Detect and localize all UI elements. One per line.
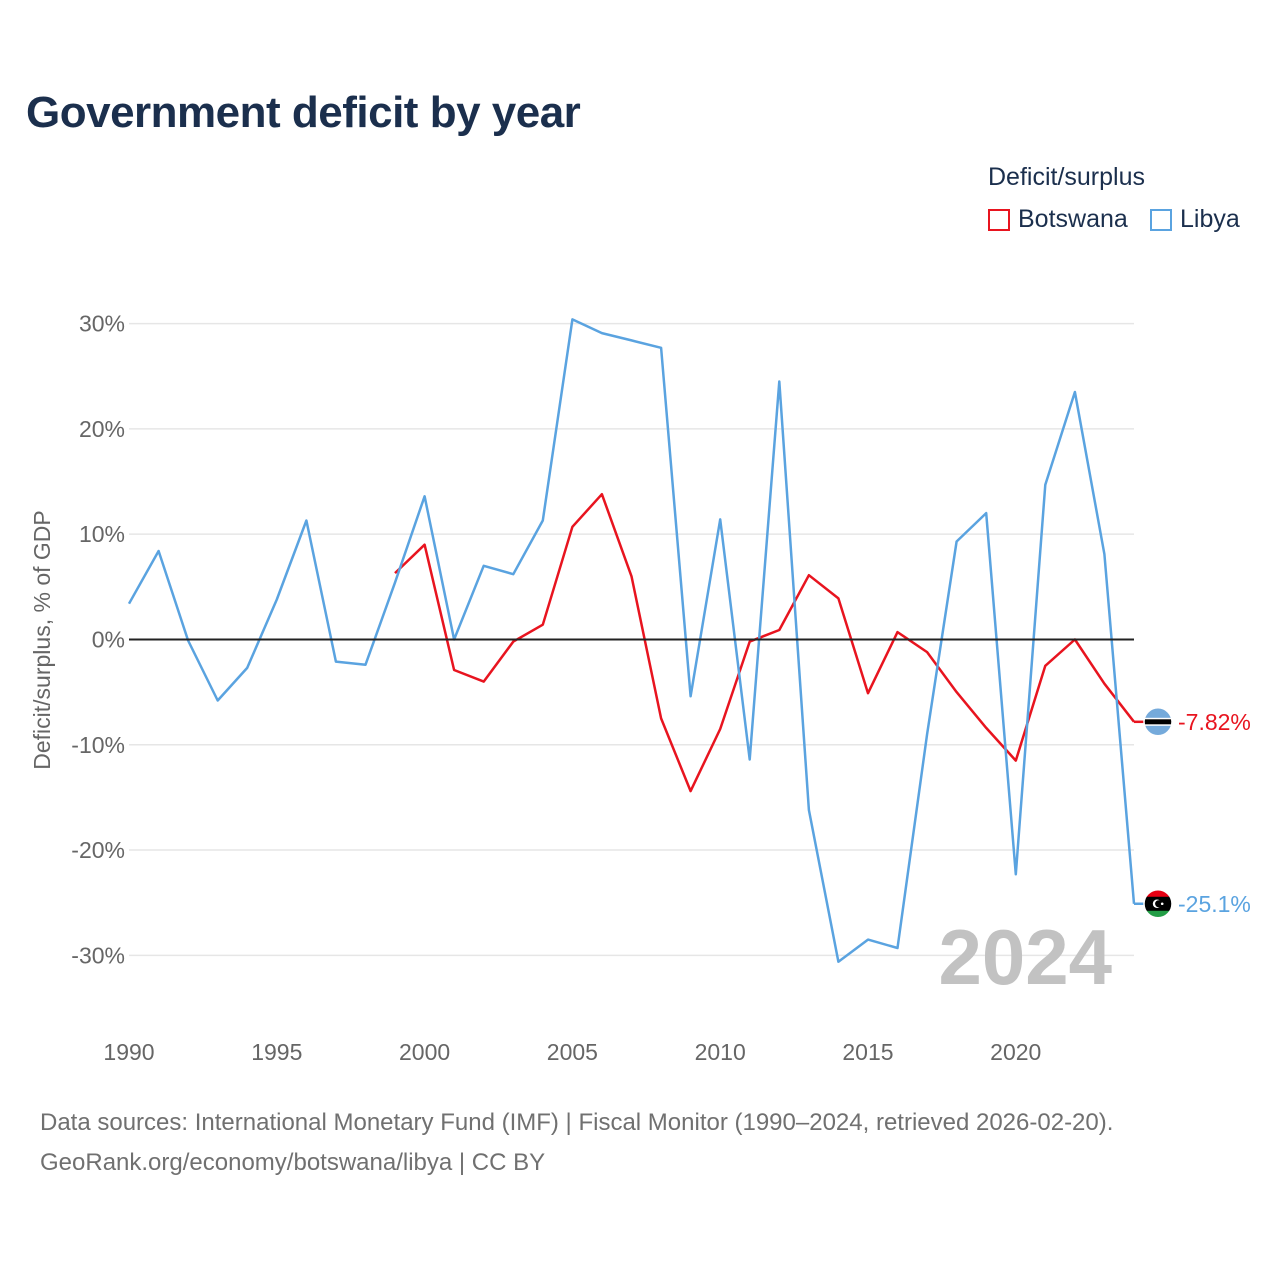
x-tick-label: 2010 — [695, 1039, 746, 1065]
legend-label-botswana: Botswana — [1018, 205, 1128, 233]
series-line-libya[interactable] — [127, 318, 1136, 963]
end-label-botswana: -7.82% — [1178, 709, 1251, 735]
x-tick-label: 2015 — [842, 1039, 893, 1065]
botswana-flag-icon — [1144, 707, 1172, 736]
y-tick-label: -30% — [71, 942, 125, 968]
y-tick-label: 20% — [79, 416, 125, 442]
credit-link[interactable]: GeoRank.org/economy/botswana/libya | CC … — [40, 1149, 546, 1176]
libya-flag-icon — [1144, 889, 1172, 918]
x-tick-label: 2000 — [399, 1039, 450, 1065]
end-label-libya: -25.1% — [1178, 891, 1251, 917]
series-line-botswana[interactable] — [394, 492, 1135, 793]
end-markers: -7.82% -25.1% — [1134, 707, 1251, 919]
data-source-note: Data sources: International Monetary Fun… — [40, 1109, 1114, 1136]
y-tick-label: -20% — [71, 837, 125, 863]
y-axis-ticks: 30% 20% 10% 0% -10% -20% -30% — [71, 311, 125, 969]
legend-item-botswana[interactable]: Botswana — [988, 205, 1128, 234]
y-axis-label: Deficit/surplus, % of GDP — [29, 510, 55, 769]
legend-label-libya: Libya — [1180, 205, 1240, 233]
y-tick-label: 30% — [79, 311, 125, 337]
year-watermark: 2024 — [938, 913, 1112, 1001]
y-tick-label: -10% — [71, 732, 125, 758]
legend-item-libya[interactable]: Libya — [1150, 205, 1240, 234]
y-tick-label: 0% — [92, 626, 125, 652]
x-tick-label: 2020 — [990, 1039, 1041, 1065]
legend-swatch-libya — [1150, 208, 1172, 231]
x-axis-ticks: 1990 1995 2000 2005 2010 2015 2020 — [103, 1039, 1041, 1065]
series-lines — [127, 318, 1136, 963]
y-tick-label: 10% — [79, 521, 125, 547]
gridlines — [129, 322, 1134, 957]
legend-title: Deficit/surplus — [988, 163, 1145, 191]
x-tick-label: 1990 — [103, 1039, 154, 1065]
chart-title: Government deficit by year — [26, 88, 581, 137]
x-tick-label: 2005 — [547, 1039, 598, 1065]
legend-swatch-botswana — [988, 208, 1010, 231]
x-tick-label: 1995 — [251, 1039, 302, 1065]
